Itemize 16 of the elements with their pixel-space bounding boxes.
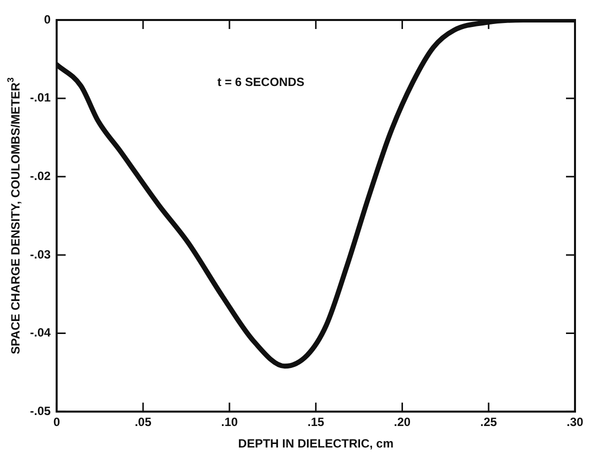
y-tick-label: -.01: [30, 90, 51, 105]
x-tick-label: .15: [307, 415, 325, 430]
x-tick-label: .10: [221, 415, 238, 430]
y-tick-label: -.05: [30, 404, 51, 418]
annotation: t = 6 SECONDS: [217, 74, 304, 89]
x-tick-label: 0: [53, 415, 60, 430]
x-axis-title: DEPTH IN DIELECTRIC, cm: [238, 436, 394, 450]
y-axis-title: SPACE CHARGE DENSITY, COULOMBS/METER3: [5, 77, 22, 354]
x-tick-label: .05: [134, 415, 152, 430]
x-tick-label: .20: [394, 415, 411, 430]
x-tick-label: .25: [480, 415, 498, 430]
y-tick-label: -.03: [30, 247, 51, 262]
x-tick-label: .30: [566, 415, 584, 430]
y-tick-label: -.02: [30, 168, 51, 183]
y-tick-label: 0: [44, 12, 51, 26]
y-tick-label: -.04: [30, 326, 51, 340]
